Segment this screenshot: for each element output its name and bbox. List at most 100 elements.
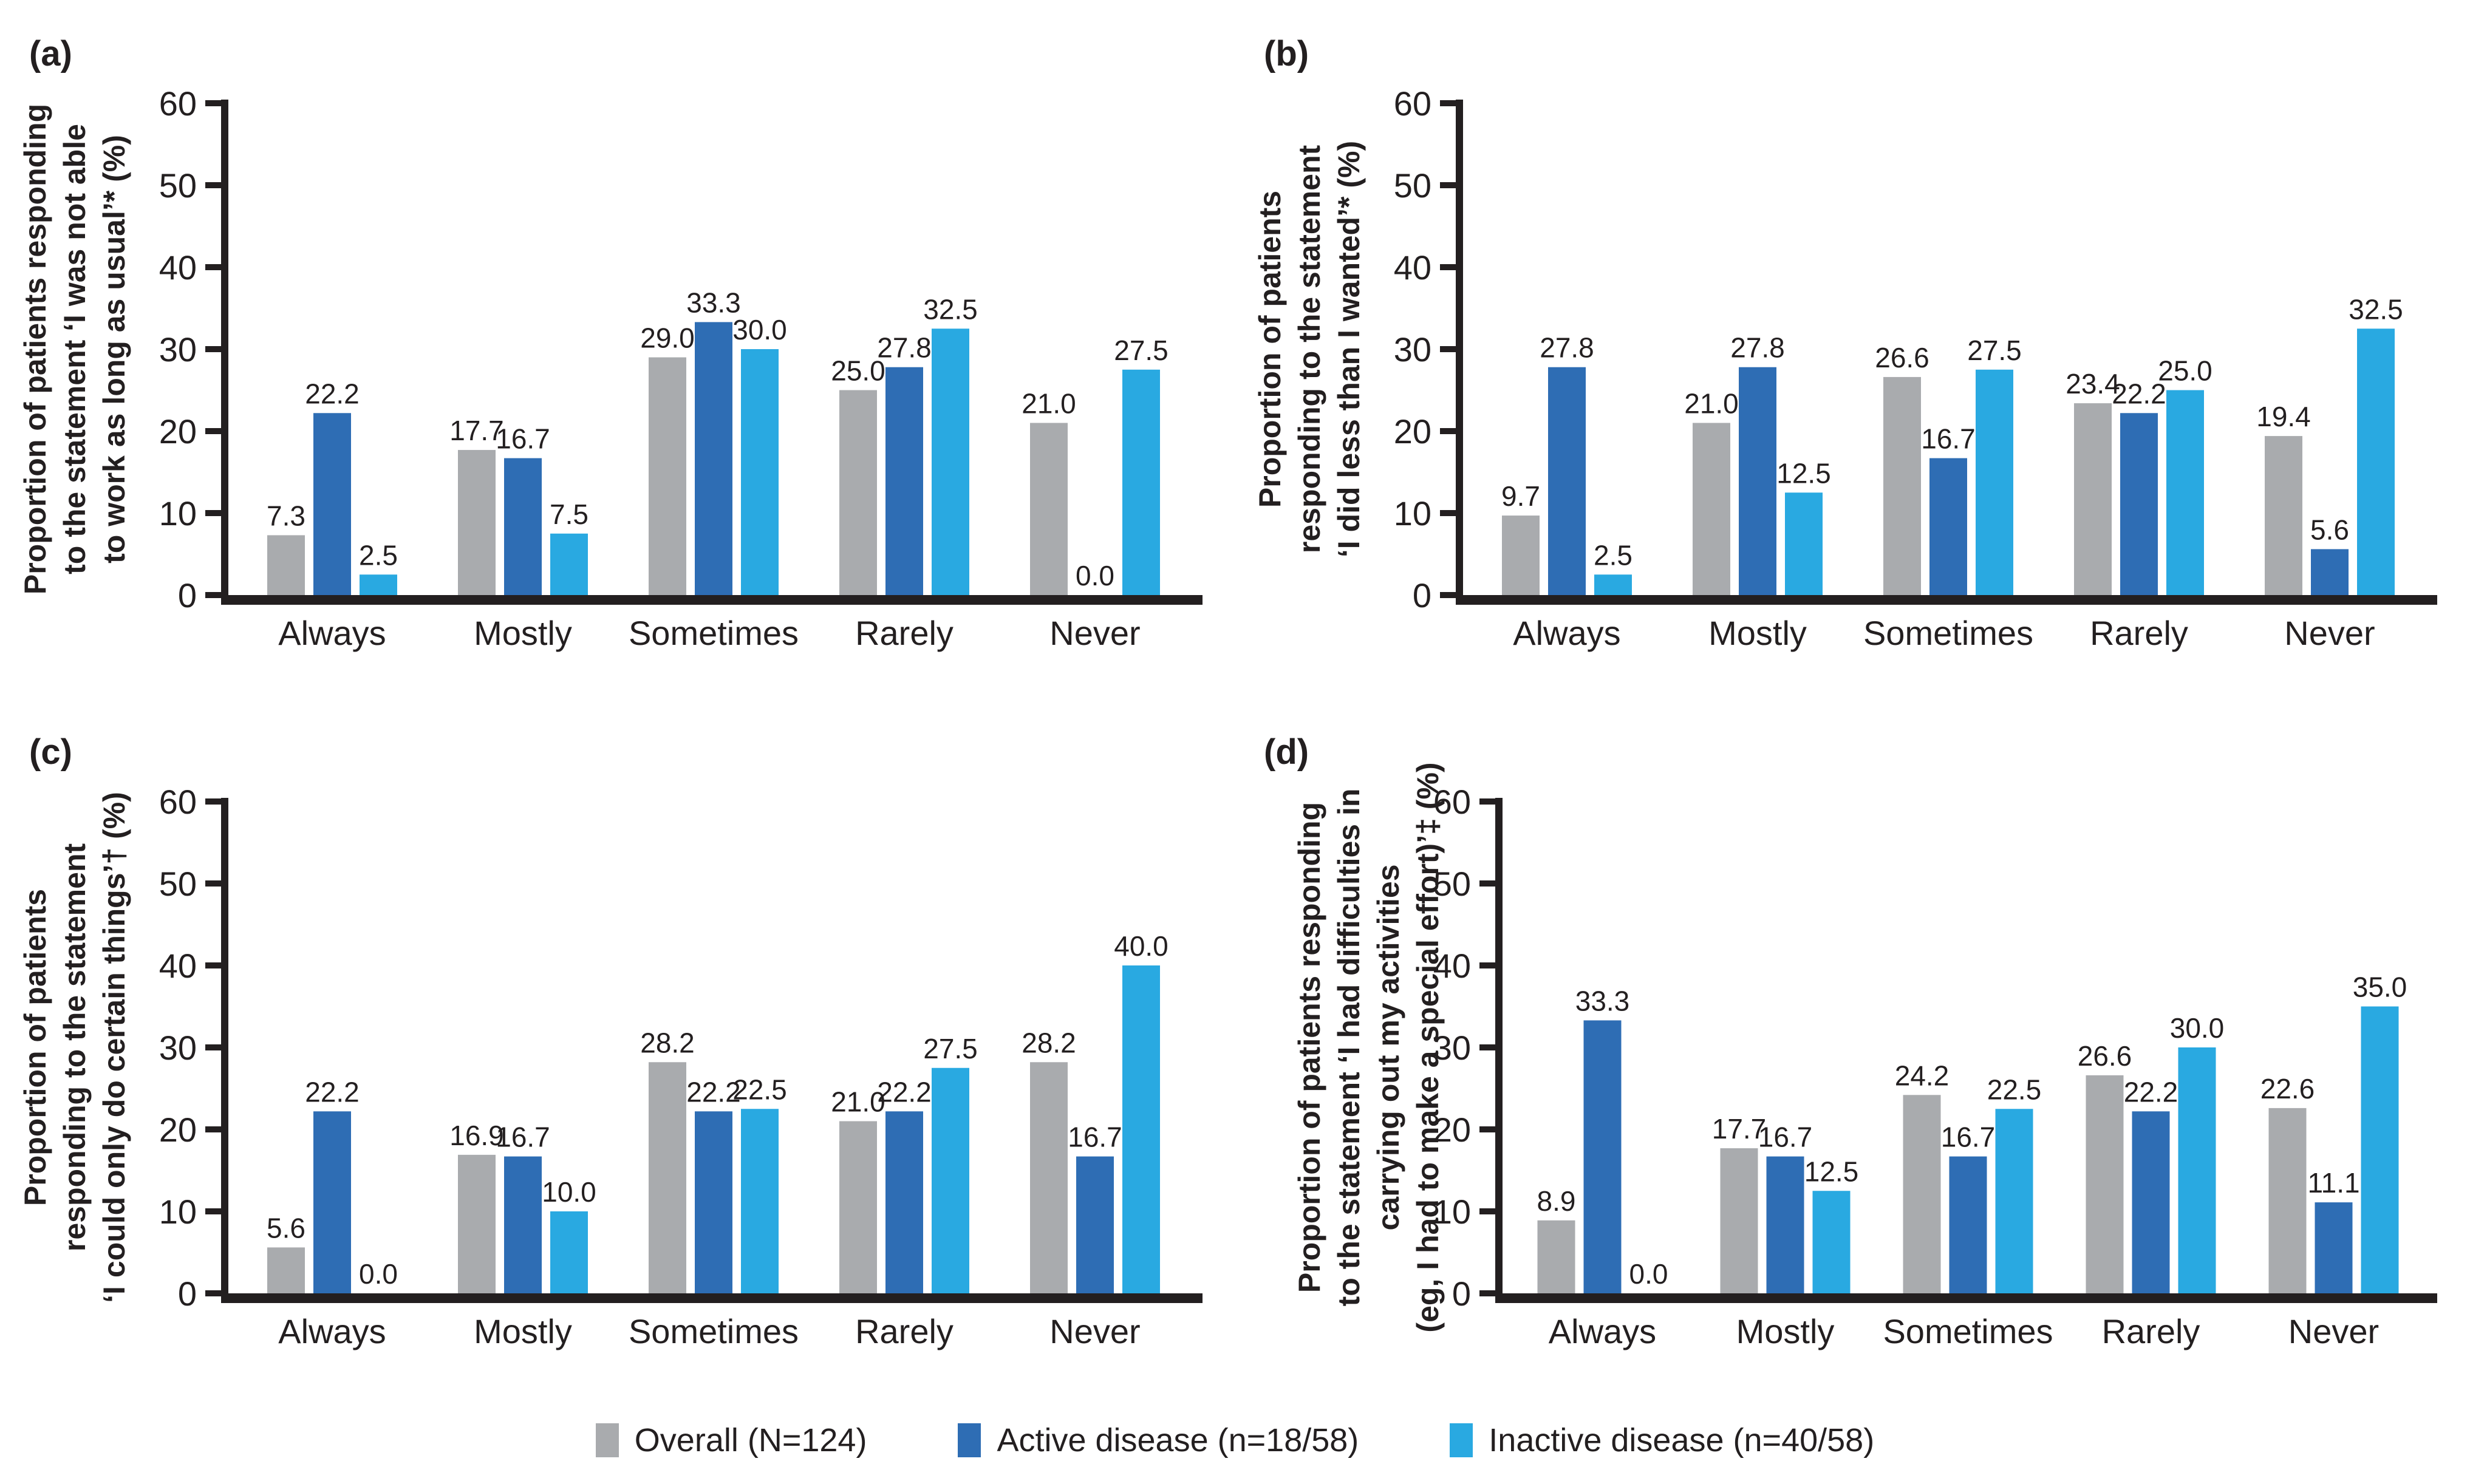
bar-value-label: 19.4 (2256, 401, 2311, 432)
bar-value-label: 24.2 (1895, 1060, 1950, 1091)
bar-value-label: 21.0 (1684, 388, 1739, 420)
bar (695, 1111, 732, 1293)
panel-b: (b) Proportion of patients responding to t… (1235, 0, 2470, 698)
bar (1976, 369, 2013, 595)
x-category-label: Sometimes (629, 1312, 799, 1350)
bar-value-label: 12.5 (1776, 457, 1831, 489)
y-tick-label: 10 (159, 494, 197, 533)
y-tick-label: 60 (1433, 783, 1471, 821)
y-tick-label: 30 (159, 330, 197, 369)
bar (2178, 1047, 2216, 1293)
x-category-label: Never (1049, 614, 1140, 652)
bar (1594, 574, 1632, 595)
bar (504, 1156, 542, 1293)
bar (2086, 1075, 2124, 1293)
bar-value-label: 22.2 (2112, 378, 2166, 409)
bar (2132, 1111, 2170, 1293)
bar-value-label: 0.0 (1629, 1258, 1668, 1290)
bar-value-label: 9.7 (1501, 480, 1540, 512)
y-tick-label: 0 (178, 1275, 197, 1313)
bar-value-label: 27.5 (1114, 335, 1168, 366)
bar (1949, 1156, 1987, 1293)
y-tick-label: 10 (159, 1193, 197, 1231)
bar-value-label: 25.0 (2158, 355, 2212, 387)
bar-value-label: 35.0 (2353, 972, 2407, 1003)
bar (313, 1111, 351, 1293)
bar-value-label: 22.2 (2124, 1076, 2178, 1108)
x-category-label: Rarely (855, 1312, 954, 1350)
bar-value-label: 30.0 (732, 314, 787, 345)
bar-value-label: 40.0 (1114, 930, 1168, 962)
bar-value-label: 33.3 (1575, 985, 1630, 1016)
bar (839, 390, 877, 595)
bar-value-label: 12.5 (1804, 1156, 1859, 1187)
panel-a-chart: (a) Proportion of patients responding to t… (18, 34, 1203, 652)
bar-value-label: 28.2 (640, 1027, 695, 1058)
bar-value-label: 7.5 (550, 499, 589, 530)
bar (932, 328, 969, 595)
bar-value-label: 27.5 (1967, 335, 2022, 366)
panel-c-chart: (c) Proportion of patients responding to t… (18, 732, 1203, 1350)
bar (1883, 376, 1921, 595)
x-category-label: Rarely (855, 614, 954, 652)
y-tick-label: 20 (1394, 412, 1431, 451)
y-tick-label: 30 (159, 1029, 197, 1067)
bar (932, 1067, 969, 1293)
bar (885, 367, 923, 595)
bar-value-label: 16.7 (1941, 1122, 1996, 1153)
bar-value-label: 26.6 (1875, 342, 1929, 373)
x-category-label: Sometimes (1883, 1312, 2053, 1350)
bar (2268, 1108, 2307, 1293)
y-tick-label: 0 (1413, 576, 1431, 614)
y-tick-label: 30 (1433, 1029, 1471, 1067)
bar-value-label: 16.9 (449, 1120, 504, 1151)
bar-value-label: 22.2 (305, 378, 360, 409)
bar-value-label: 21.0 (1022, 388, 1076, 420)
bar (2357, 328, 2395, 595)
bar (1720, 1148, 1758, 1293)
bar (741, 1109, 779, 1293)
bar-value-label: 10.0 (542, 1176, 596, 1208)
y-axis-title-line: carrying out my activities (1371, 864, 1405, 1230)
bar-value-label: 25.0 (831, 355, 885, 387)
bar (1030, 1062, 1068, 1293)
bar (550, 533, 588, 595)
bar (1122, 965, 1160, 1293)
y-axis-title-line: ‘I could only do certain things’† (%) (97, 792, 131, 1303)
panel-letter: (c) (29, 732, 72, 772)
x-category-label: Always (1513, 614, 1620, 652)
bar (839, 1121, 877, 1293)
bar (2315, 1202, 2353, 1293)
panel-c: (c) Proportion of patients responding to t… (0, 698, 1235, 1397)
bar-value-label: 16.7 (496, 1122, 550, 1153)
x-category-label: Mostly (474, 1312, 572, 1350)
y-axis-title-line: responding to the statement (1292, 145, 1326, 554)
legend-item-active-disease: Active disease (n=18/58) (958, 1421, 1359, 1459)
y-tick-label: 20 (159, 1111, 197, 1149)
legend-swatch-inactive-disease (1450, 1423, 1473, 1457)
bar (649, 1062, 686, 1293)
bar-value-label: 29.0 (640, 322, 695, 354)
bar (1739, 367, 1776, 595)
bar-value-label: 27.8 (1730, 332, 1785, 364)
bar-value-label: 27.8 (1540, 332, 1594, 364)
bar-value-label: 22.6 (2260, 1073, 2315, 1104)
y-tick-label: 40 (1394, 248, 1431, 287)
bar-value-label: 16.7 (1921, 423, 1976, 455)
bar (267, 1247, 305, 1293)
legend-item-overall: Overall (N=124) (595, 1421, 867, 1459)
bar-value-label: 22.2 (686, 1076, 741, 1108)
y-tick-label: 50 (159, 166, 197, 205)
x-category-label: Never (2288, 1312, 2379, 1350)
bar (1766, 1156, 1804, 1293)
y-axis-title-line: to the statement ‘I was not able (58, 124, 92, 574)
legend-label-active-disease: Active disease (n=18/58) (997, 1422, 1359, 1458)
bar-value-label: 2.5 (1594, 539, 1632, 571)
bar-value-label: 8.9 (1537, 1185, 1576, 1217)
x-category-label: Mostly (1736, 1312, 1835, 1350)
bar-value-label: 28.2 (1022, 1027, 1076, 1058)
bar (1548, 367, 1586, 595)
bar-value-label: 22.5 (1987, 1074, 2042, 1105)
panel-letter: (d) (1264, 732, 1309, 772)
x-category-label: Always (278, 614, 386, 652)
